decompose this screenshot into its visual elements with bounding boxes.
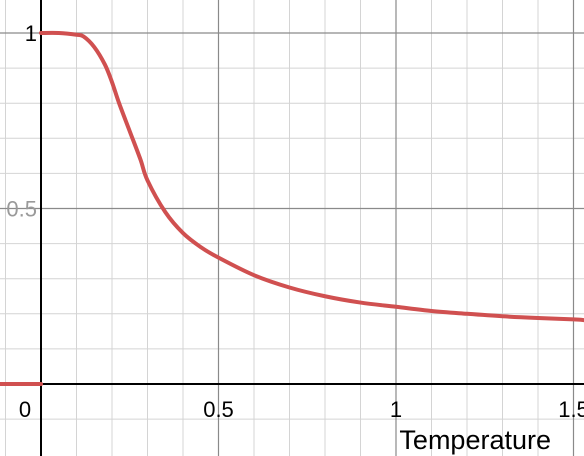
y-tick-label: 0.5 <box>6 197 37 222</box>
plot-area <box>0 30 584 386</box>
x-tick-label: 0 <box>19 397 31 422</box>
x-axis-title: Temperature <box>399 425 551 455</box>
y-tick-label: 1 <box>25 21 37 46</box>
x-tick-label: 1 <box>390 397 402 422</box>
x-tick-label: 0.5 <box>203 397 234 422</box>
tick-labels: 0 0.5 1 1.5 0.5 1 <box>6 21 584 422</box>
series-line <box>39 30 584 323</box>
x-tick-label: 1.5 <box>558 397 584 422</box>
